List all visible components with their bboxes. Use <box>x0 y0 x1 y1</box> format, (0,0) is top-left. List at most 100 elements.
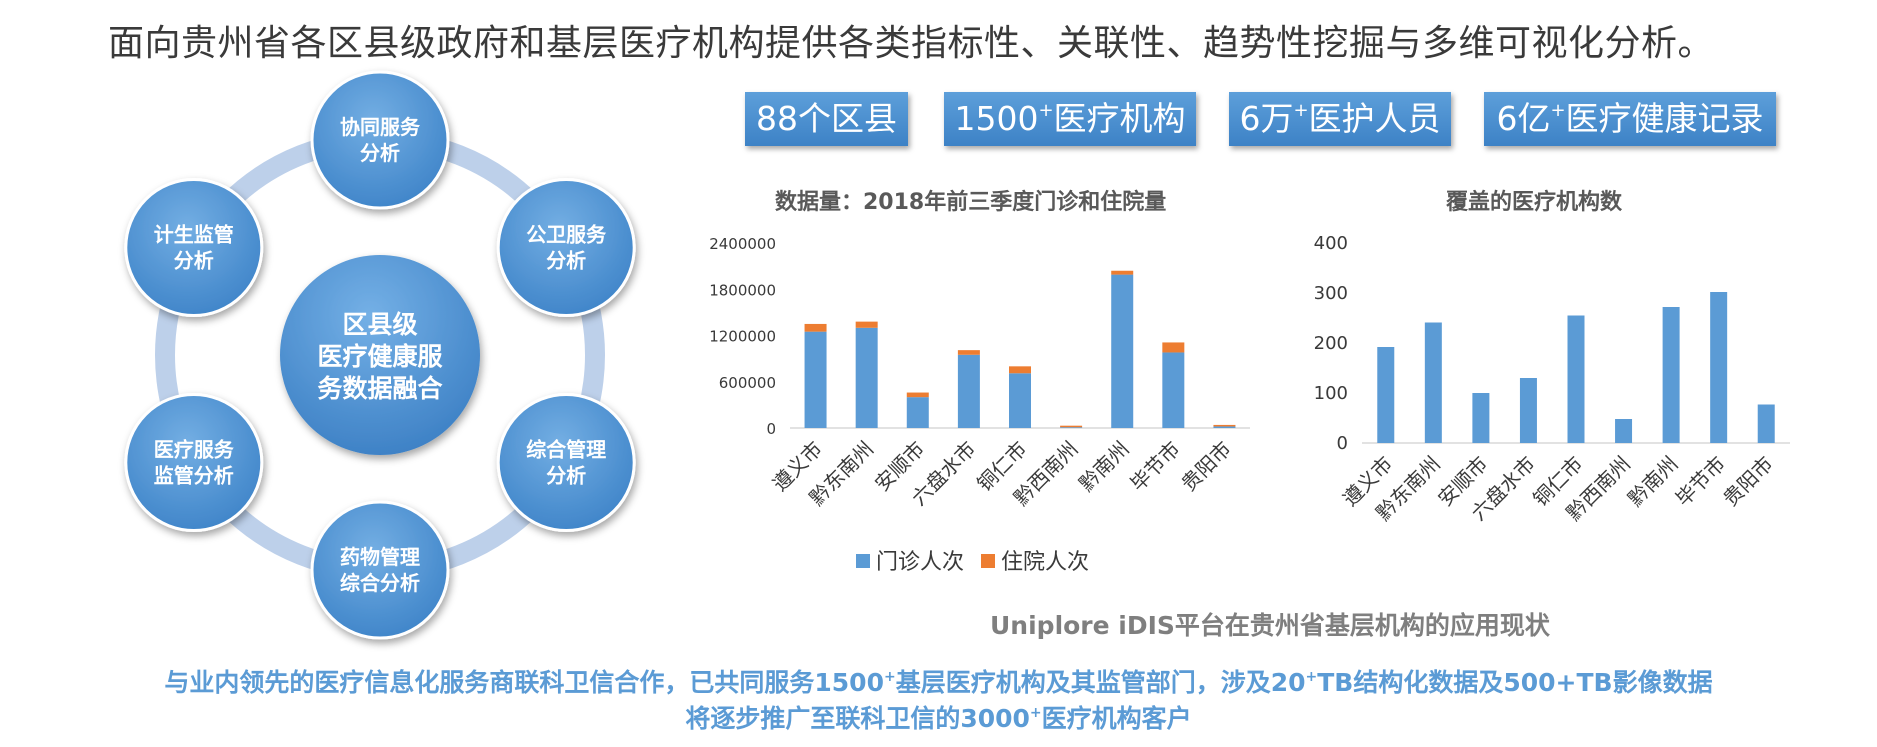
chart1-legend: 门诊人次 住院人次 <box>856 544 1089 576</box>
stat-value: 88个区县 <box>756 99 897 138</box>
y-tick-label: 200 <box>1314 333 1348 354</box>
cycle-node-label: 公卫服务 <box>526 223 607 247</box>
cycle-center-label: 务数据融合 <box>317 374 443 403</box>
bar-secondary <box>906 392 929 398</box>
cycle-node-label: 协同服务 <box>340 115 421 139</box>
bar-primary <box>1111 274 1134 428</box>
bar-secondary <box>1111 270 1134 275</box>
stat-badge-staff: 6万+医护人员 <box>1229 92 1451 146</box>
bar-primary <box>1710 292 1728 443</box>
cycle-node-label: 综合分析 <box>340 571 420 595</box>
stat-badge-districts: 88个区县 <box>745 92 908 146</box>
stat-value: 1500 <box>954 99 1039 138</box>
bar-secondary <box>957 350 980 355</box>
cycle-node-circle <box>496 178 636 317</box>
stat-label: 医护人员 <box>1308 99 1441 138</box>
bar-secondary <box>1213 424 1236 427</box>
bar-secondary <box>855 321 878 328</box>
footer-text: 医疗机构客户 <box>1041 704 1192 733</box>
footer-line-2: 将逐步推广至联科卫信的3000+医疗机构客户 <box>0 699 1877 735</box>
stat-value: 6亿 <box>1496 99 1551 138</box>
stat-value: 6万 <box>1239 99 1294 138</box>
bar-primary <box>855 327 878 428</box>
y-tick-label: 1200000 <box>709 328 776 346</box>
cycle-center-label: 医疗健康服 <box>317 342 443 371</box>
cycle-node-label: 分析 <box>174 249 214 273</box>
bar-primary <box>1377 347 1395 443</box>
legend-label-inpatient: 住院人次 <box>1001 550 1090 575</box>
plus-sup: + <box>883 669 896 685</box>
cycle-node-label: 药物管理 <box>340 545 420 569</box>
footer-text: 基层医疗机构及其监管部门，涉及20 <box>895 668 1306 697</box>
y-tick-label: 400 <box>1314 233 1348 254</box>
footer-text: 与业内领先的医疗信息化服务商联科卫信合作，已共同服务1500 <box>164 668 884 697</box>
cycle-center-label: 区县级 <box>342 310 417 339</box>
y-tick-label: 2400000 <box>709 235 776 253</box>
headline: 面向贵州省各区县级政府和基层医疗机构提供各类指标性、关联性、趋势性挖掘与多维可视… <box>108 23 1715 64</box>
x-tick-label: 黔南州 <box>1623 452 1682 511</box>
bar-primary <box>1009 373 1031 428</box>
bar-primary <box>1519 378 1537 443</box>
institutions-bar-chart: 0100200300400遵义市黔东南州安顺市六盘水市铜仁市黔西南州黔南州毕节市… <box>1314 233 1790 525</box>
cycle-node-label: 分析 <box>360 141 400 165</box>
cycle-node-label: 监管分析 <box>154 464 234 488</box>
y-tick-label: 1800000 <box>709 281 776 299</box>
bar-primary <box>1472 393 1490 443</box>
bar-primary <box>804 331 827 428</box>
cycle-node-label: 分析 <box>546 249 586 273</box>
footer-line-1: 与业内领先的医疗信息化服务商联科卫信合作，已共同服务1500+基层医疗机构及其监… <box>0 663 1877 699</box>
bar-secondary <box>1009 366 1031 374</box>
x-tick-label: 贵阳市 <box>1718 452 1777 511</box>
cycle-node-label: 计生监管 <box>154 223 234 247</box>
x-tick-label: 黔南州 <box>1074 437 1133 496</box>
bar-secondary <box>804 323 827 332</box>
legend-label-outpatient: 门诊人次 <box>876 550 965 575</box>
bar-primary <box>1060 427 1083 428</box>
plus-sup: + <box>1550 100 1566 121</box>
bar-primary <box>1615 419 1633 443</box>
bar-primary <box>906 397 929 428</box>
cycle-node-circle <box>124 178 264 317</box>
cycle-node-label: 医疗服务 <box>154 438 235 462</box>
bar-primary <box>1424 322 1442 443</box>
stat-badge-records: 6亿+医疗健康记录 <box>1484 92 1776 146</box>
bar-primary <box>1567 315 1585 443</box>
bar-secondary <box>1060 425 1083 428</box>
cycle-node-circle <box>496 393 636 532</box>
y-tick-label: 300 <box>1314 283 1348 304</box>
x-tick-label: 贵阳市 <box>1177 437 1236 496</box>
stat-label: 医疗健康记录 <box>1565 99 1764 138</box>
x-tick-label: 毕节市 <box>1671 452 1730 511</box>
bar-secondary <box>1162 342 1185 353</box>
cycle-node-circle <box>310 70 450 210</box>
plus-sup: + <box>1305 669 1318 685</box>
bar-primary <box>1213 426 1236 428</box>
footer-text: TB结构化数据及500+TB影像数据 <box>1317 668 1713 697</box>
chart1-title: 数据量：2018年前三季度门诊和住院量 <box>775 190 1167 215</box>
cycle-center-circle <box>280 255 480 455</box>
bar-primary <box>957 354 980 428</box>
cycle-node-label: 综合管理 <box>526 438 606 462</box>
legend-swatch-inpatient <box>981 554 996 568</box>
cycle-node-circle <box>310 500 450 640</box>
footer-text: 将逐步推广至联科卫信的3000 <box>685 704 1030 733</box>
bar-primary <box>1162 352 1185 428</box>
visits-stacked-bar-chart: 0600000120000018000002400000遵义市黔东南州安顺市六盘… <box>709 235 1250 510</box>
chart2-title: 覆盖的医疗机构数 <box>1446 190 1623 215</box>
stat-badge-institutions: 1500+医疗机构 <box>944 92 1196 146</box>
x-tick-label: 毕节市 <box>1125 437 1184 496</box>
cycle-node-circle <box>124 393 264 532</box>
bar-primary <box>1757 404 1775 443</box>
y-tick-label: 0 <box>1337 433 1348 454</box>
y-tick-label: 600000 <box>719 374 776 392</box>
legend-swatch-outpatient <box>856 554 870 568</box>
platform-caption: Uniplore iDIS平台在贵州省基层机构的应用现状 <box>990 611 1550 640</box>
y-tick-label: 100 <box>1314 383 1348 404</box>
stat-label: 医疗机构 <box>1053 99 1186 138</box>
